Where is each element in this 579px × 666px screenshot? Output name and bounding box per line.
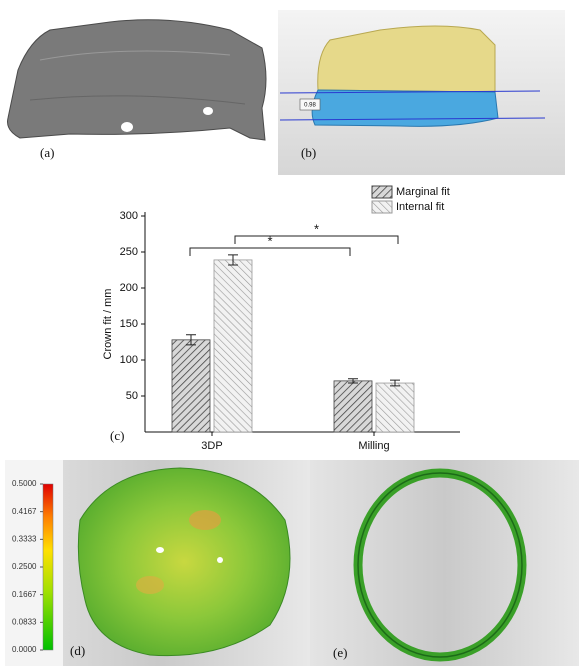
significance-star: * [314, 221, 319, 236]
panel-label: (e) [333, 645, 347, 660]
error-bar [348, 378, 358, 384]
error-bar [390, 379, 400, 387]
legend-swatch [371, 185, 393, 199]
significance-bracket [189, 247, 351, 256]
colorbar-label: 0.0833 [12, 617, 37, 626]
y-tick-label: 250 [120, 246, 138, 258]
y-tick-label: 100 [120, 354, 138, 366]
scan-image-b [278, 10, 565, 175]
error-bar [228, 254, 238, 266]
marker-label: 0.98 [304, 103, 316, 109]
legend-label: Marginal fit [396, 186, 450, 198]
panel-label: (b) [301, 145, 316, 160]
legend-swatch [371, 200, 393, 214]
scan-image-e [310, 460, 579, 666]
scan-image-a [7, 19, 267, 141]
y-axis-label: Crown fit / mm [102, 289, 114, 360]
legend-label: Internal fit [396, 201, 444, 213]
significance-bracket [234, 235, 399, 244]
panel-label: (c) [110, 428, 124, 443]
x-tick-label: Milling [358, 440, 389, 452]
significance-star: * [267, 233, 272, 248]
bar [375, 382, 415, 433]
y-tick-label: 300 [120, 210, 138, 222]
error-bar [186, 334, 196, 346]
y-tick-label: 50 [126, 390, 138, 402]
y-tick-label: 150 [120, 318, 138, 330]
colorbar-label: 0.0000 [12, 645, 37, 654]
colorbar-label: 0.5000 [12, 479, 37, 488]
bar [333, 380, 373, 433]
colorbar-label: 0.4167 [12, 507, 37, 516]
colorbar-label: 0.3333 [12, 534, 37, 543]
bar [171, 339, 211, 433]
colorbar-label: 0.1667 [12, 590, 37, 599]
scan-image-d [5, 460, 310, 666]
panel-label: (d) [70, 643, 85, 658]
y-tick-label: 200 [120, 282, 138, 294]
x-tick-label: 3DP [201, 440, 222, 452]
colorbar-label: 0.2500 [12, 562, 37, 571]
bar [213, 259, 253, 433]
panel-label: (a) [40, 145, 54, 160]
